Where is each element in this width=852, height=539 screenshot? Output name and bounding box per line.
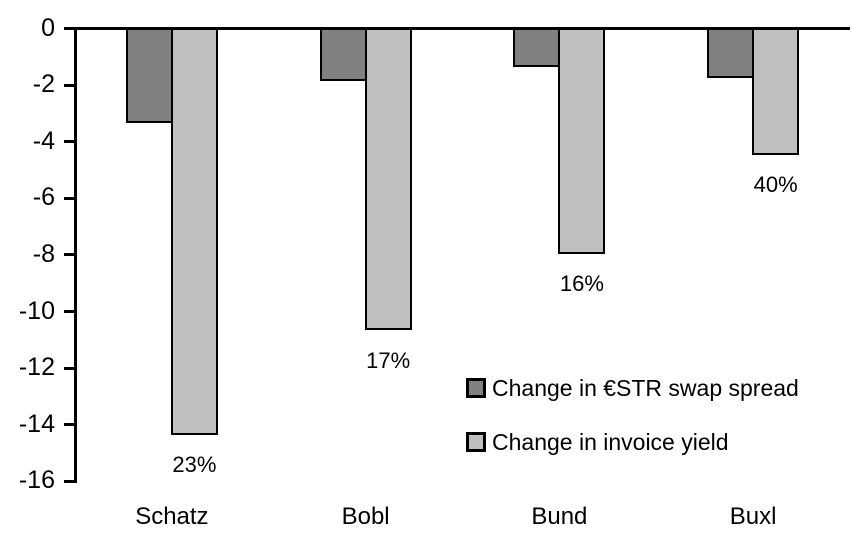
y-axis-tick-label: -6: [32, 183, 55, 212]
y-axis-tick-label: 0: [41, 13, 55, 42]
x-axis-category-label-buxl: Buxl: [729, 503, 777, 530]
legend-item-swap-spread: Change in €STR swap spread: [466, 376, 799, 400]
zero-line: [63, 27, 850, 30]
y-axis-tick-label: -12: [18, 353, 55, 382]
y-axis-line: [73, 27, 77, 483]
legend-item-invoice-yield: Change in invoice yield: [466, 430, 729, 454]
x-axis-category-label-bund: Bund: [531, 503, 588, 530]
legend: Change in €STR swap spread Change in inv…: [466, 376, 806, 486]
y-axis-tick: [63, 83, 74, 87]
x-axis-category-label-bobl: Bobl: [341, 503, 390, 530]
y-axis-tick-label: -8: [32, 239, 55, 268]
bar-data-label-bund: 16%: [559, 271, 604, 297]
y-axis-tick-label: -16: [18, 466, 55, 495]
y-axis-tick-label: -14: [18, 409, 55, 438]
bar-schatz-swap-spread: [125, 27, 173, 124]
y-axis-tick: [63, 196, 74, 200]
y-axis-tick: [63, 479, 74, 483]
x-axis-category-label-schatz: Schatz: [135, 503, 209, 530]
bar-schatz-invoice-yield: [170, 27, 218, 435]
bar-data-label-bobl: 17%: [366, 347, 411, 373]
legend-label-invoice-yield: Change in invoice yield: [492, 429, 729, 455]
bar-bund-invoice-yield: [558, 27, 606, 254]
legend-swatch-invoice-yield: [466, 432, 486, 452]
y-axis-tick: [63, 140, 74, 144]
bar-bobl-swap-spread: [319, 27, 367, 81]
bar-buxl-swap-spread: [707, 27, 755, 79]
legend-label-swap-spread: Change in €STR swap spread: [492, 375, 799, 401]
bar-data-label-buxl: 40%: [753, 172, 798, 198]
bar-bund-swap-spread: [513, 27, 561, 67]
y-axis-tick-label: -4: [32, 126, 55, 155]
y-axis-tick: [63, 253, 74, 257]
y-axis-tick: [63, 423, 74, 427]
bar-bobl-invoice-yield: [364, 27, 412, 331]
y-axis-tick-label: -10: [18, 296, 55, 325]
bar-data-label-schatz: 23%: [172, 452, 217, 478]
y-axis-tick: [63, 366, 74, 370]
bar-buxl-invoice-yield: [752, 27, 800, 155]
y-axis-tick-label: -2: [32, 70, 55, 99]
legend-swatch-swap-spread: [466, 378, 486, 398]
y-axis-tick: [63, 310, 74, 314]
